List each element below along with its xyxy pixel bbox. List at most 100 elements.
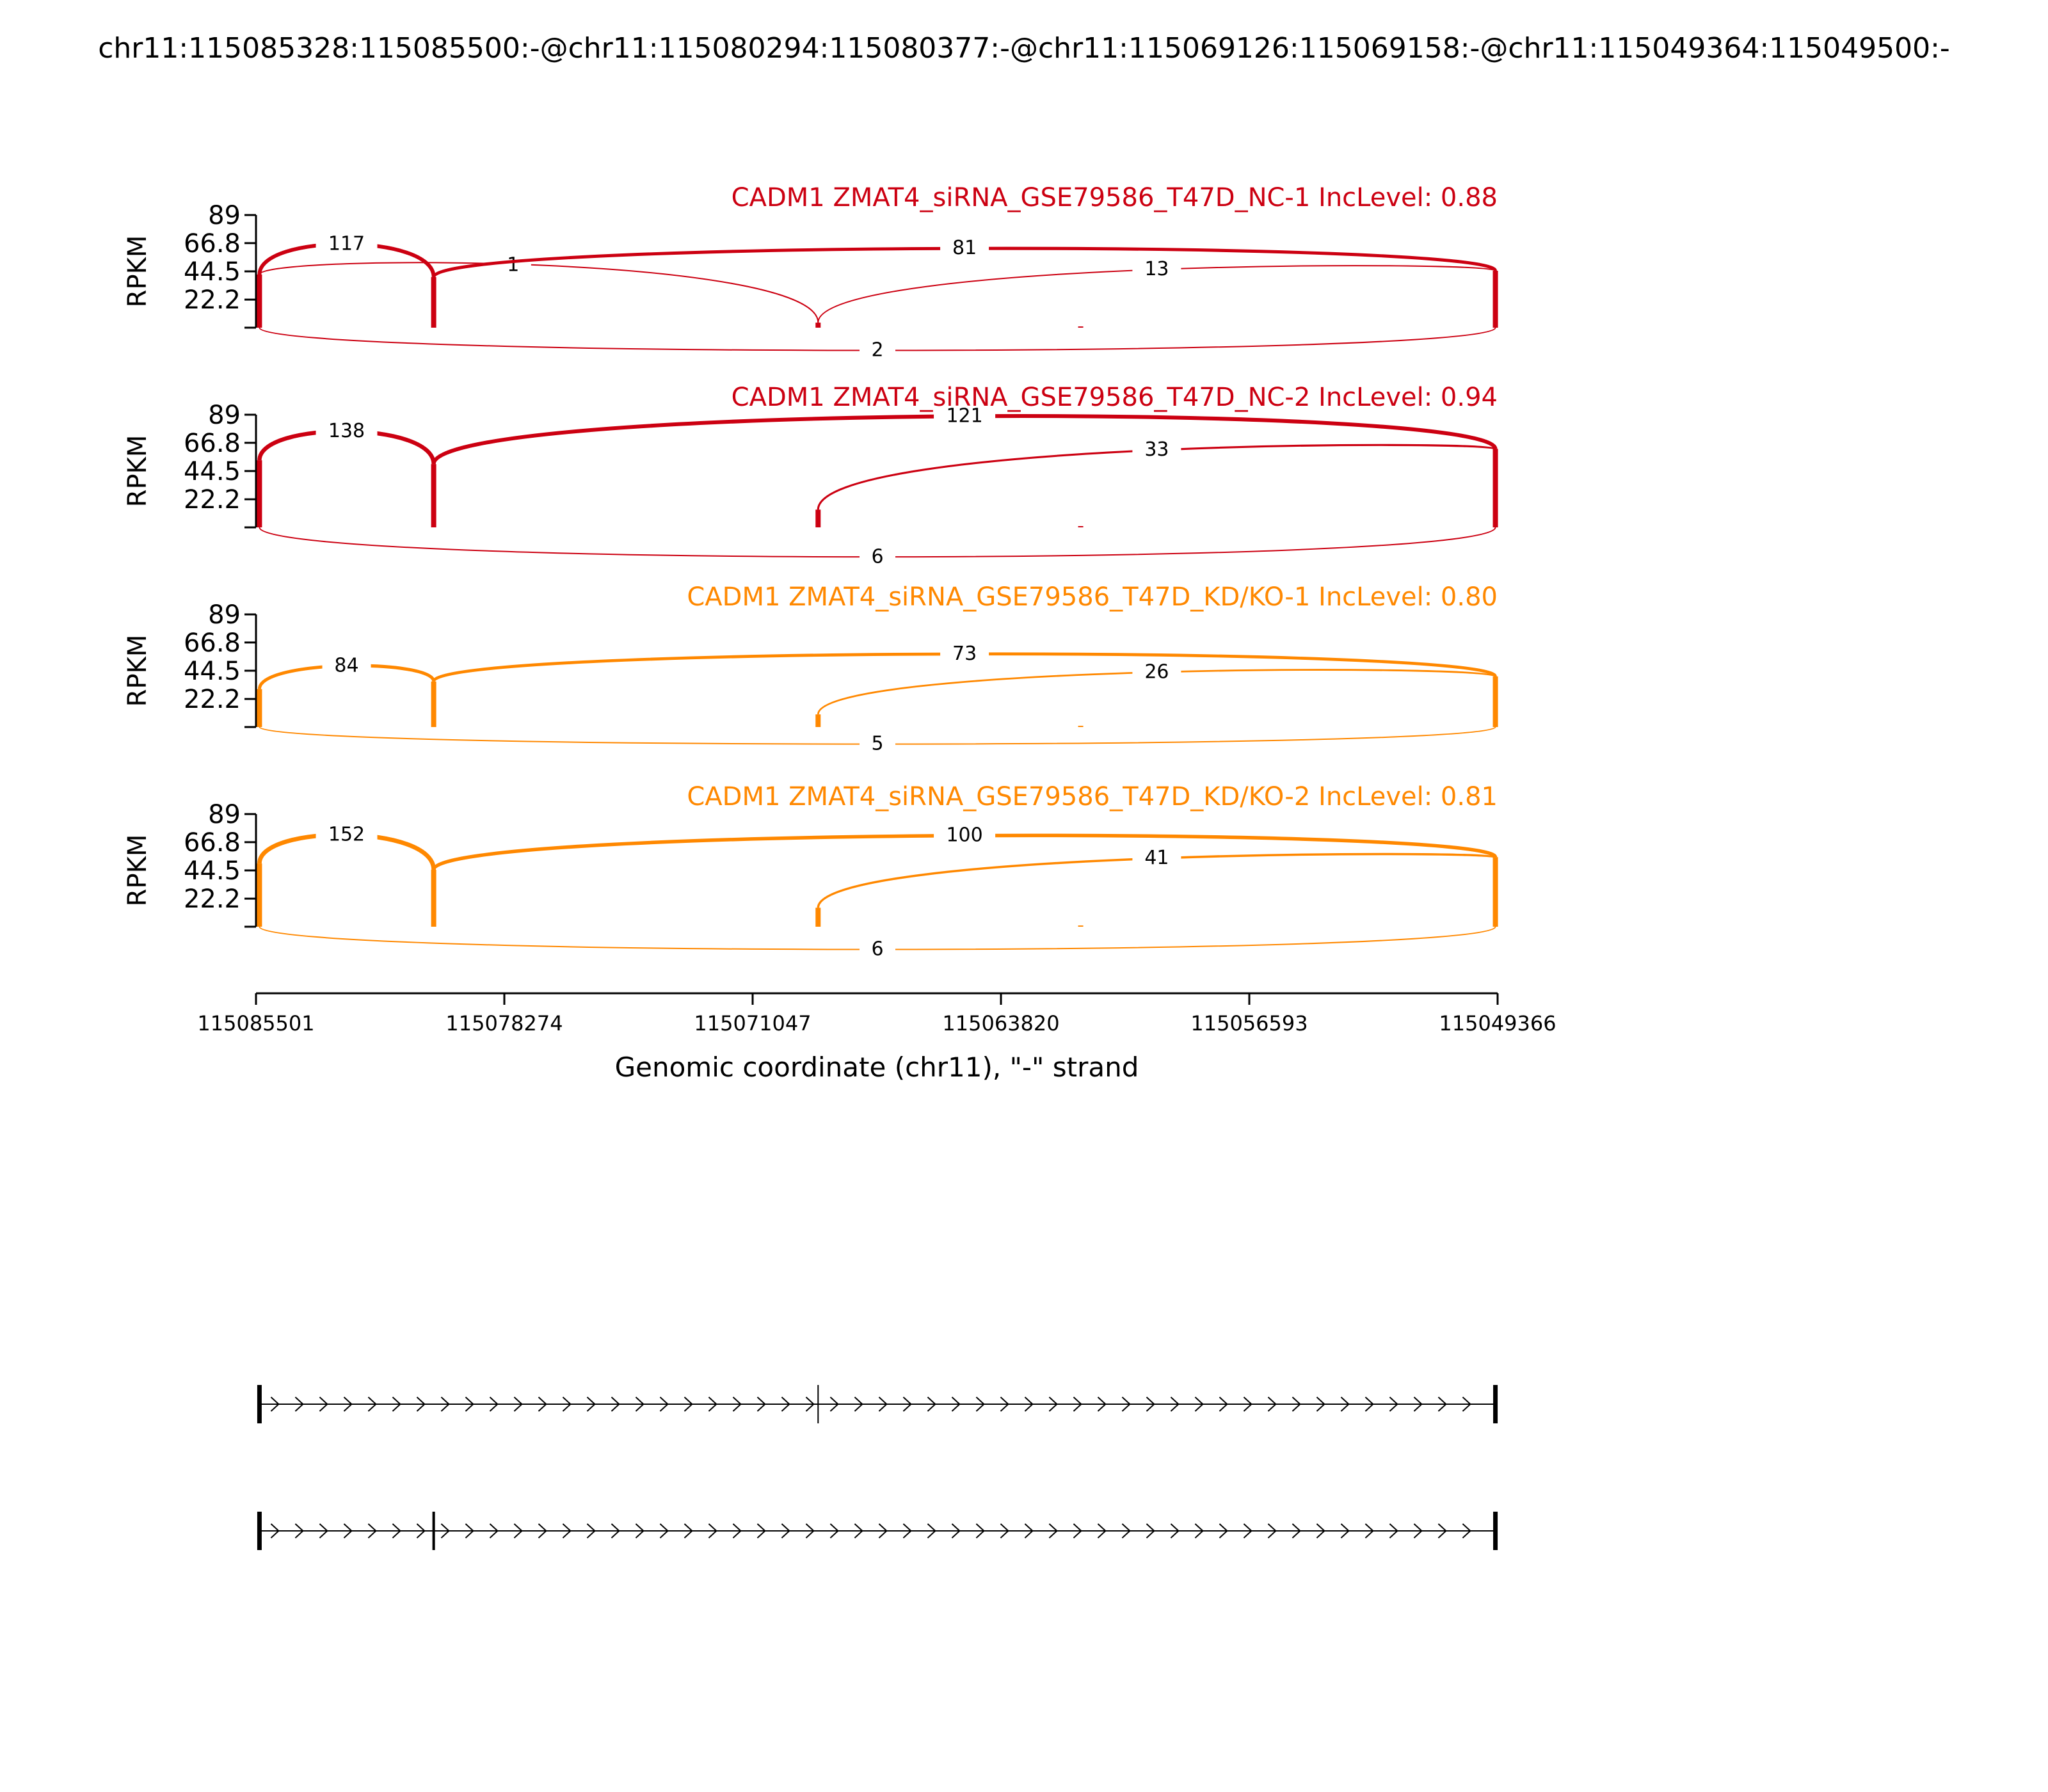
y-tick-label: 66.8 [184, 828, 241, 858]
y-tick-label: 89 [208, 600, 241, 630]
isoform-track [257, 1385, 1498, 1423]
exon-block [257, 1385, 262, 1423]
y-tick-label: 22.2 [184, 285, 241, 315]
coverage-bar [257, 863, 262, 927]
strand-arrow [1048, 1396, 1058, 1412]
strand-arrow [659, 1396, 669, 1412]
coverage-bar [815, 509, 821, 527]
coverage-bar [257, 689, 262, 727]
coverage-bar [1492, 676, 1498, 727]
x-tick-label: 115071047 [694, 1011, 811, 1036]
strand-arrow [1000, 1396, 1009, 1412]
strand-arrow [1170, 1523, 1180, 1539]
strand-arrow [1364, 1523, 1374, 1539]
strand-arrow [902, 1523, 912, 1539]
strand-arrow [416, 1396, 426, 1412]
junction-label-bg [934, 822, 996, 846]
sample-title: CADM1 ZMAT4_siRNA_GSE79586_T47D_NC-1 Inc… [732, 183, 1498, 212]
strand-arrow [635, 1523, 644, 1539]
strand-arrow [732, 1396, 742, 1412]
junction-count-label: 13 [1144, 258, 1169, 280]
strand-arrow [659, 1523, 669, 1539]
y-tick-label: 22.2 [184, 685, 241, 714]
strand-arrow [1146, 1523, 1155, 1539]
y-tick-label: 44.5 [184, 257, 241, 287]
junction-count-label: 84 [334, 654, 358, 676]
junction-count-label: 73 [952, 643, 977, 665]
y-tick-label: 44.5 [184, 657, 241, 686]
strand-arrow [732, 1523, 742, 1539]
y-tick-label: 44.5 [184, 856, 241, 886]
y-axis-label: RPKM [123, 435, 152, 508]
strand-arrow [1292, 1396, 1301, 1412]
junction-count-label: 152 [328, 823, 365, 845]
sample-title: CADM1 ZMAT4_siRNA_GSE79586_T47D_NC-2 Inc… [732, 383, 1498, 412]
strand-arrow [586, 1523, 596, 1539]
strand-arrow [708, 1523, 717, 1539]
junction-label-bg [934, 403, 996, 427]
strand-arrow [270, 1523, 280, 1539]
strand-arrow [440, 1523, 450, 1539]
y-tick-label: 22.2 [184, 485, 241, 515]
strand-arrow [1024, 1523, 1034, 1539]
y-tick-label: 89 [208, 201, 241, 230]
junction-arc [259, 262, 819, 323]
coverage-bar [815, 714, 821, 727]
junction-label-bg [1132, 659, 1181, 683]
strand-arrow [1000, 1523, 1009, 1539]
strand-arrow [319, 1523, 328, 1539]
strand-arrow [611, 1523, 620, 1539]
strand-arrow [829, 1396, 839, 1412]
junction-label-bg [316, 231, 378, 255]
sample-title: CADM1 ZMAT4_siRNA_GSE79586_T47D_KD/KO-1 … [687, 582, 1498, 612]
strand-arrow [465, 1396, 474, 1412]
strand-arrow [1364, 1396, 1374, 1412]
strand-arrow [756, 1523, 766, 1539]
junction-label-bg [316, 418, 378, 442]
y-axis-label: RPKM [123, 835, 152, 907]
strand-arrow [708, 1396, 717, 1412]
strand-arrow [562, 1523, 572, 1539]
strand-arrow [878, 1396, 888, 1412]
strand-arrow [1389, 1523, 1398, 1539]
strand-arrow [1437, 1396, 1447, 1412]
strand-arrow [805, 1523, 815, 1539]
strand-arrow [1437, 1523, 1447, 1539]
coverage-bar [1078, 726, 1084, 727]
strand-arrow [367, 1523, 377, 1539]
strand-arrow [684, 1396, 693, 1412]
strand-arrow [1316, 1523, 1325, 1539]
strand-arrow [1219, 1396, 1228, 1412]
strand-arrow [1097, 1523, 1107, 1539]
x-tick-label: 115078274 [445, 1011, 563, 1036]
y-axis-label: RPKM [123, 635, 152, 707]
strand-arrow [1462, 1523, 1471, 1539]
strand-arrow [1194, 1523, 1204, 1539]
y-tick-label: 44.5 [184, 457, 241, 486]
junction-count-label: 26 [1144, 660, 1169, 683]
y-tick-label: 89 [208, 401, 241, 430]
strand-arrow [1340, 1523, 1350, 1539]
strand-arrow [1389, 1396, 1398, 1412]
strand-arrow [1462, 1396, 1471, 1412]
exon-block [1493, 1385, 1498, 1423]
junction-count-label: 138 [328, 420, 365, 442]
strand-arrow [805, 1396, 815, 1412]
coverage-bar [431, 681, 436, 727]
strand-arrow [1340, 1396, 1350, 1412]
isoform-tracks [257, 1385, 1498, 1550]
strand-arrow [1219, 1523, 1228, 1539]
strand-arrow [538, 1396, 547, 1412]
strand-arrow [781, 1523, 790, 1539]
junction-label-bg [940, 641, 989, 664]
strand-arrow [513, 1396, 523, 1412]
strand-arrow [878, 1523, 888, 1539]
strand-arrow [951, 1396, 961, 1412]
junction-label-bg [1132, 257, 1181, 280]
strand-arrow [513, 1523, 523, 1539]
strand-arrow [1316, 1396, 1325, 1412]
strand-arrow [829, 1523, 839, 1539]
junction-count-label: 2 [871, 339, 883, 362]
junction-count-label: 5 [871, 733, 883, 755]
